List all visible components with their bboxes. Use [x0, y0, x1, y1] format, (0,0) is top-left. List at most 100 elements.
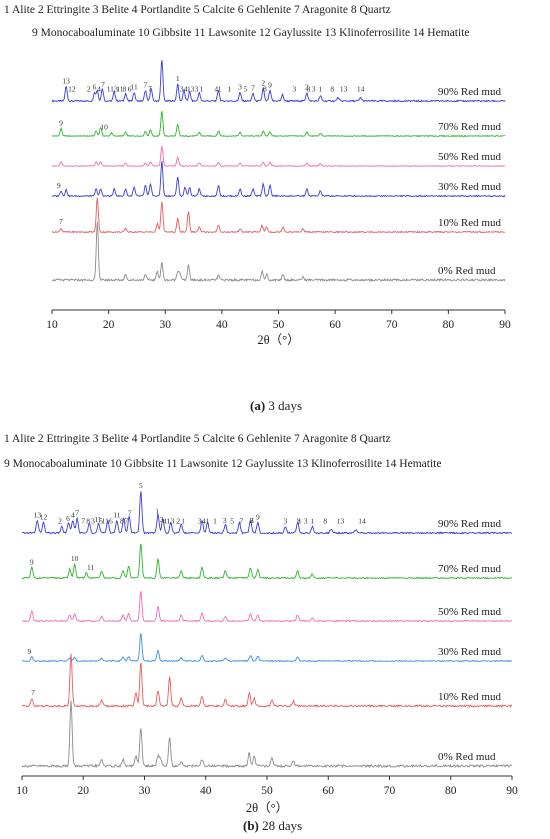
peak-id-label: 2 — [297, 517, 301, 526]
peak-id-label: 7 — [144, 81, 148, 90]
peak-id-label: 6 — [93, 83, 97, 92]
x-tick-label: 30 — [139, 785, 151, 797]
peak-id-label: 4 — [184, 85, 188, 94]
phase-legend-line-1-panel-a: 1 Alite 2 Ettringite 3 Belite 4 Portland… — [4, 4, 391, 16]
diffraction-trace — [21, 543, 513, 580]
x-tick-label: 70 — [384, 785, 396, 797]
caption-a-text: 3 days — [268, 398, 303, 413]
peak-id-label: 2 — [58, 517, 62, 526]
peak-id-label: 7 — [59, 217, 63, 226]
diffraction-trace — [21, 633, 513, 663]
peak-id-label: 8 — [250, 516, 254, 525]
peak-id-label: 5 — [99, 517, 103, 526]
peak-id-label: 9 — [27, 647, 31, 656]
peak-id-label: 8 — [86, 517, 90, 526]
peak-id-label: 3 — [304, 517, 308, 526]
peak-id-label: 3 — [180, 85, 184, 94]
x-tick-label: 80 — [445, 785, 457, 797]
peak-id-label: 1 — [310, 517, 314, 526]
peak-id-label: 3 — [195, 85, 199, 94]
series-50-red-mud: 50% Red mud — [51, 144, 506, 167]
x-tick-label: 30 — [160, 319, 172, 331]
x-tick-label: 60 — [329, 319, 341, 331]
peak-id-label: 8 — [307, 85, 311, 94]
x-tick-label: 40 — [200, 785, 212, 797]
phase-legend-line-2-panel-a: 9 Monocaboaluminate 10 Gibbsite 11 Lawso… — [32, 27, 470, 39]
series-label: 0% Red mud — [438, 265, 496, 277]
series-30-red-mud: 30% Red mud 9 — [21, 633, 513, 663]
series-label: 10% Red mud — [438, 691, 501, 703]
peak-id-label: 7 — [128, 509, 132, 518]
peak-id-label: 3 — [292, 85, 296, 94]
peak-id-label: 3 — [238, 83, 242, 92]
series-10-red-mud: 10% Red mud 7 — [21, 653, 513, 708]
peak-id-label: 3 — [284, 517, 288, 526]
peak-id-label: 8 — [123, 85, 127, 94]
phase-legend-line-1-panel-b: 1 Alite 2 Ettringite 3 Belite 4 Portland… — [4, 433, 391, 445]
series-label: 90% Red mud — [438, 86, 501, 98]
series-label: 30% Red mud — [438, 181, 501, 193]
series-label: 30% Red mud — [438, 646, 501, 658]
peak-id-label: 8 — [323, 517, 327, 526]
series-90-red-mud: 90% Red mud13122647113118611775134133141… — [51, 60, 506, 103]
peak-id-label: 1 — [213, 517, 217, 526]
caption-panel-b: (b) 28 days — [243, 818, 302, 834]
peak-id-label: 4 — [97, 85, 101, 94]
x-tick-label: 70 — [386, 319, 398, 331]
peak-id-label: 6 — [128, 85, 132, 94]
peak-id-label: 8 — [297, 517, 301, 526]
x-tick-label: 20 — [78, 785, 90, 797]
diffraction-trace — [51, 197, 506, 234]
diffraction-trace — [21, 700, 513, 769]
x-tick-label: 50 — [273, 319, 285, 331]
diffraction-trace — [21, 591, 513, 623]
peak-id-label: 13 — [337, 517, 345, 526]
peak-id-label: 2 — [176, 517, 180, 526]
peak-id-label: 10 — [71, 554, 79, 563]
x-axis: 10 20 30 40 50 60 70 80 90 2θ（°） — [46, 309, 511, 347]
peak-id-label: 11 — [94, 515, 101, 524]
series-0-red-mud: 0% Red mud — [21, 700, 513, 769]
peak-id-label: 14 — [358, 517, 366, 526]
peak-id-label: 5 — [230, 517, 234, 526]
peak-id-label: 7 — [31, 688, 35, 697]
peak-id-label: 5 — [139, 481, 143, 490]
series-70-red-mud: 70% Red mud 9 10 — [51, 110, 506, 138]
peak-id-label: 8 — [263, 85, 267, 94]
peak-id-label: 9 — [57, 181, 61, 190]
series-0-red-mud: 0% Red mud — [51, 221, 506, 283]
peak-id-label: 13 — [34, 510, 42, 519]
peak-id-label: 41 — [163, 517, 171, 526]
series-label: 0% Red mud — [438, 751, 496, 763]
peak-id-label: 13 — [340, 85, 348, 94]
peak-id-label: 5 — [244, 85, 248, 94]
x-axis: 10 20 30 40 50 60 70 80 90 2θ（°） — [16, 775, 518, 813]
series-label: 90% Red mud — [438, 518, 501, 530]
peak-id-label: 11 — [87, 563, 94, 572]
series-label: 10% Red mud — [438, 217, 501, 229]
peak-id-label: 7 — [239, 517, 243, 526]
x-tick-label: 50 — [261, 785, 273, 797]
peak-id-label: 3 — [171, 517, 175, 526]
peak-id-label: 6 — [66, 514, 70, 523]
peak-id-label: 11 — [130, 83, 137, 92]
diffraction-trace — [51, 144, 506, 167]
peak-id-label: 2 — [305, 83, 309, 92]
peak-id-label: 7 — [124, 517, 128, 526]
peak-id-label: 1 — [218, 85, 222, 94]
series-10-red-mud: 10% Red mud 7 — [51, 197, 506, 234]
peak-id-label: 3 — [160, 515, 164, 524]
peak-id-label: 3 — [198, 517, 202, 526]
diffraction-trace — [21, 653, 513, 708]
series-label: 50% Red mud — [438, 151, 501, 163]
series-50-red-mud: 50% Red mud — [21, 591, 513, 623]
peak-id-label: 11 — [107, 85, 114, 94]
peak-id-label: 3 — [91, 517, 95, 526]
x-tick-label: 10 — [16, 785, 28, 797]
peak-id-label: 7 — [81, 517, 85, 526]
peak-id-label: 10 — [100, 122, 108, 131]
peak-id-label: 11 — [102, 517, 109, 526]
